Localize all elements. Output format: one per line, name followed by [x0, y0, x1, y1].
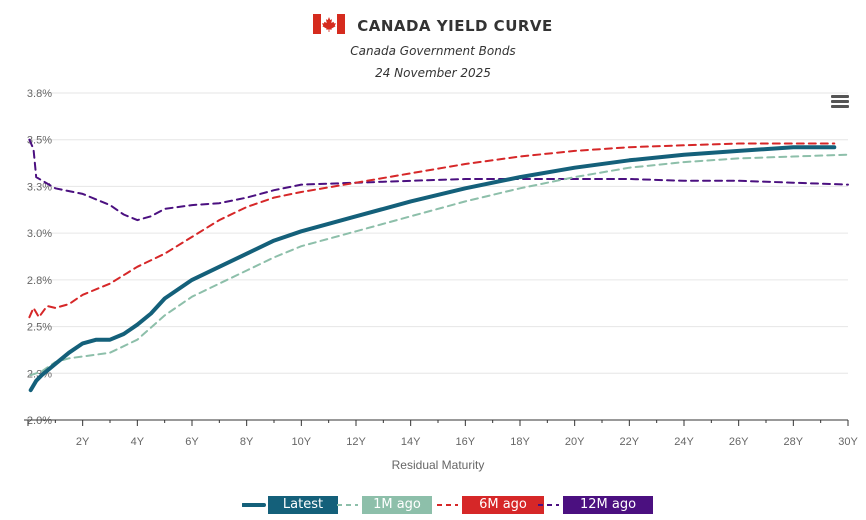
x-tick-label: 20Y	[565, 436, 585, 448]
x-tick-label: 24Y	[674, 436, 694, 448]
chart-subtitle-date: 24 November 2025	[375, 66, 491, 80]
chart-title: CANADA YIELD CURVE	[0, 14, 866, 38]
series-line-6m-ago	[28, 142, 836, 319]
x-tick-label: 6Y	[185, 436, 199, 448]
x-tick-label: 16Y	[456, 436, 476, 448]
y-tick-label: 3.8%	[27, 88, 52, 100]
series-line-12m-ago	[28, 138, 849, 222]
x-tick-label: 12Y	[346, 436, 366, 448]
y-tick-label: 3.3%	[27, 181, 52, 193]
legend-label: Latest	[268, 496, 338, 514]
y-tick-label: 2.5%	[27, 322, 52, 334]
x-axis-title: Residual Maturity	[392, 458, 485, 472]
x-tick-label: 22Y	[620, 436, 640, 448]
series-line-1m-ago	[29, 153, 849, 377]
y-tick-label: 3.5%	[27, 135, 52, 147]
x-tick-label: 30Y	[838, 436, 858, 448]
x-tick-label: 10Y	[292, 436, 312, 448]
y-tick-label: 2.0%	[27, 415, 52, 427]
x-tick-label: 14Y	[401, 436, 421, 448]
legend-symbol	[437, 504, 458, 506]
legend-label: 12M ago	[563, 496, 653, 514]
x-tick-label: 4Y	[131, 436, 145, 448]
x-tick-label: 18Y	[510, 436, 530, 448]
y-tick-label: 2.8%	[27, 275, 52, 287]
legend-symbol	[538, 504, 559, 506]
canada-flag-icon	[313, 14, 346, 38]
x-tick-label: 8Y	[240, 436, 254, 448]
x-tick-label: 28Y	[784, 436, 804, 448]
x-tick-label: 26Y	[729, 436, 749, 448]
legend-symbol	[242, 503, 266, 507]
chart-subtitle-source: Canada Government Bonds	[350, 44, 516, 58]
series-line-latest	[28, 145, 837, 393]
chart-legend: Latest 1M ago 6M ago 12M ago	[0, 494, 866, 516]
hamburger-menu-icon[interactable]	[829, 93, 851, 113]
y-tick-label: 3.0%	[27, 228, 52, 240]
legend-label: 6M ago	[462, 496, 544, 514]
legend-label: 1M ago	[362, 496, 432, 514]
legend-symbol	[337, 504, 358, 506]
x-tick-label: 2Y	[76, 436, 90, 448]
chart-title-text: CANADA YIELD CURVE	[357, 17, 553, 35]
yield-curve-plot: 2.0%2.3%2.5%2.8%3.0%3.3%3.5%3.8%2Y 4Y 6Y 8Y…	[24, 88, 858, 472]
